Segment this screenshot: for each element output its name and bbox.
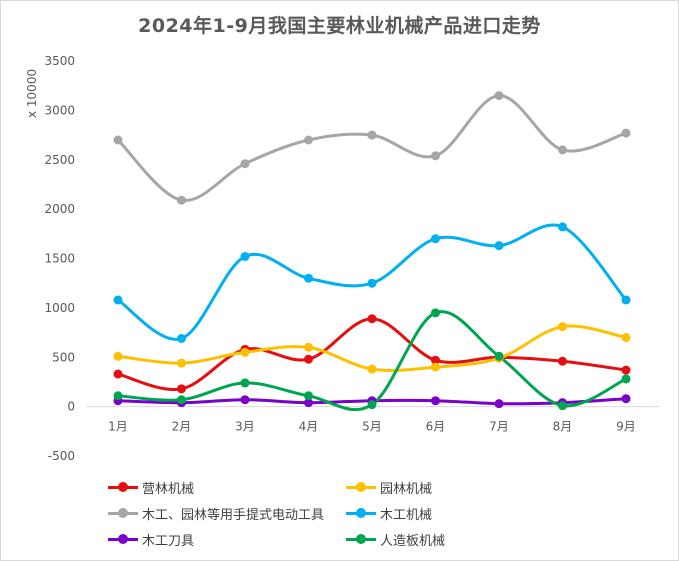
data-point-0-7	[558, 356, 567, 366]
y-tick-label: 2000	[44, 202, 75, 216]
data-point-3-0	[113, 295, 123, 305]
data-point-0-8	[621, 365, 631, 375]
x-axis: 1月 2月 3月 4月 5月 6月 7月 8月 9月	[86, 406, 659, 434]
data-point-0-0	[113, 369, 123, 379]
data-point-2-0	[113, 135, 123, 145]
chart-title: 2024年1-9月我国主要林业机械产品进口走势	[138, 15, 541, 37]
data-point-1-0	[113, 351, 123, 361]
series-lines	[116, 94, 628, 412]
data-point-1-8	[621, 333, 631, 342]
y-axis-unit-label: x 10000	[25, 69, 39, 118]
y-axis: -500 0 500 1000 1500 2000 2500 3000 3500	[44, 54, 75, 463]
y-tick-label: 1500	[44, 252, 75, 266]
data-point-5-2	[240, 378, 250, 388]
data-point-4-8	[621, 394, 631, 404]
data-point-5-4	[367, 400, 377, 410]
x-tick-label: 7月	[489, 420, 509, 434]
data-point-5-5	[431, 308, 440, 318]
y-tick-label: 2500	[44, 153, 75, 167]
x-tick-label: 8月	[553, 420, 573, 434]
data-point-0-1	[177, 384, 186, 394]
data-point-5-6	[494, 351, 504, 361]
data-point-3-7	[558, 222, 567, 232]
data-point-0-3	[304, 354, 313, 364]
data-point-3-1	[177, 333, 186, 343]
series-line-2	[116, 94, 627, 202]
data-point-4-5	[431, 396, 440, 406]
x-tick-label: 5月	[362, 420, 382, 434]
x-tick-label: 2月	[172, 420, 192, 434]
data-point-0-4	[367, 314, 377, 324]
data-point-2-7	[558, 145, 567, 155]
data-point-5-1	[177, 395, 186, 405]
data-point-1-4	[367, 364, 377, 374]
data-point-3-3	[304, 273, 313, 283]
data-point-2-6	[494, 91, 504, 101]
x-tick-label: 1月	[108, 420, 128, 434]
series-markers	[113, 91, 631, 411]
data-point-0-5	[431, 355, 440, 365]
data-point-5-8	[621, 374, 631, 384]
x-tick-label: 6月	[426, 420, 446, 434]
y-tick-label: -500	[48, 449, 75, 463]
series-line-5	[117, 310, 627, 412]
data-point-2-4	[367, 130, 377, 140]
y-tick-label: 500	[52, 350, 75, 364]
x-tick-label: 4月	[299, 420, 319, 434]
data-point-2-2	[240, 159, 250, 169]
data-point-1-1	[177, 358, 186, 368]
data-point-1-7	[558, 322, 567, 332]
y-tick-label: 3500	[44, 54, 75, 68]
data-point-3-5	[431, 234, 440, 244]
y-tick-label: 1000	[44, 301, 75, 315]
data-point-4-3	[304, 398, 313, 408]
series-line-1	[117, 324, 627, 372]
x-tick-label: 9月	[616, 420, 636, 434]
data-point-5-0	[113, 391, 123, 401]
x-tick-label: 3月	[235, 420, 255, 434]
data-point-3-8	[621, 295, 631, 305]
y-tick-label: 3000	[44, 103, 75, 117]
data-point-5-3	[304, 391, 313, 401]
y-tick-label: 0	[67, 400, 75, 414]
data-point-2-8	[621, 128, 631, 138]
data-point-4-2	[240, 395, 250, 405]
data-point-1-2	[240, 347, 250, 357]
data-point-5-7	[558, 401, 567, 411]
data-point-3-4	[367, 278, 377, 288]
data-point-1-5	[431, 362, 440, 372]
data-point-2-5	[431, 151, 440, 161]
data-point-1-3	[304, 342, 313, 352]
data-point-3-6	[494, 241, 504, 251]
data-point-2-3	[304, 135, 313, 145]
data-point-3-2	[240, 252, 250, 262]
data-point-4-6	[494, 399, 504, 409]
data-point-2-1	[177, 195, 186, 205]
